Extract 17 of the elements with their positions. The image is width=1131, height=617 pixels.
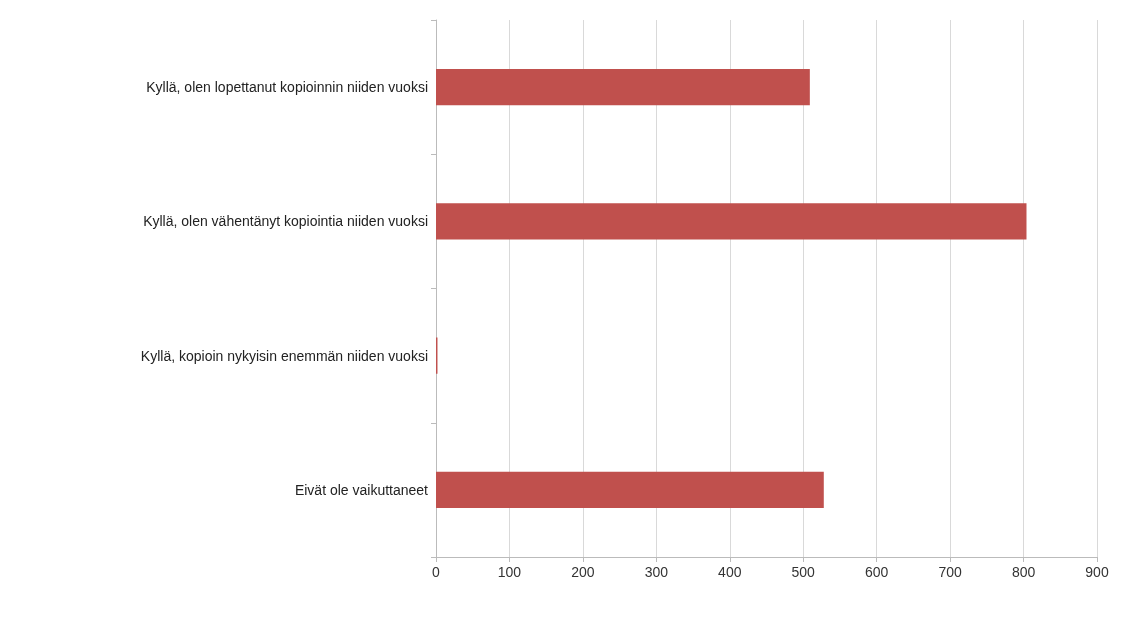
- y-tick-label: Kyllä, kopioin nykyisin enemmän niiden vuoksi: [140, 347, 428, 364]
- y-tick-label: Kyllä, olen vähentänyt kopiointia niiden vuoksi: [143, 213, 428, 230]
- y-tick-label: Eivät ole vaikuttaneet: [294, 481, 429, 498]
- x-tick-label: 200: [571, 564, 595, 580]
- x-tick-label: 800: [1011, 564, 1036, 580]
- x-tick-label: 100: [497, 564, 522, 580]
- y-tick-label: Kyllä, olen lopettanut kopioinnin niiden vuoksi: [146, 79, 428, 96]
- bar: [436, 203, 1027, 240]
- x-tick-label: 900: [1085, 564, 1109, 580]
- x-tick-label: 300: [644, 564, 669, 580]
- x-tick-label: 400: [718, 564, 742, 580]
- bar: [436, 471, 824, 508]
- x-tick-label: 600: [864, 564, 889, 580]
- bar: [436, 69, 810, 106]
- x-tick-label: 500: [791, 564, 816, 580]
- x-tick-label: 0: [432, 564, 441, 580]
- x-tick-label: 700: [938, 564, 962, 580]
